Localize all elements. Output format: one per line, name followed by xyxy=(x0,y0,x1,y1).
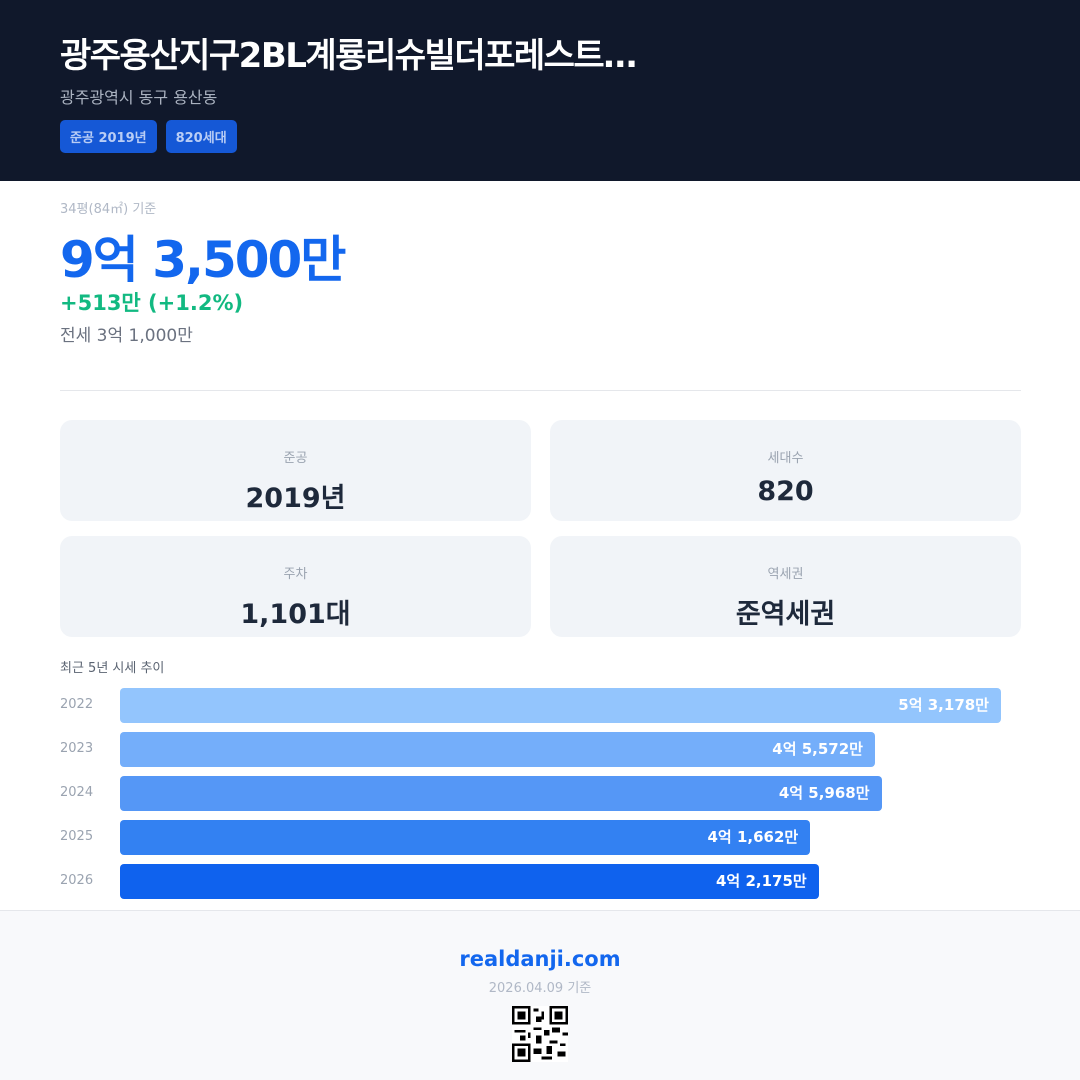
year-label: 2026 xyxy=(60,873,94,888)
card-label: 주차 xyxy=(283,567,308,582)
year-label: 2024 xyxy=(60,785,94,800)
year-label: 2025 xyxy=(60,829,94,844)
price-change: +513만 (+1.2%) xyxy=(60,291,244,315)
card-value: 1,101대 xyxy=(240,599,351,630)
bar: 5억 3,178만 xyxy=(120,688,1001,723)
card-households: 세대수 820 xyxy=(550,420,1021,521)
site-link[interactable]: realdanji.com xyxy=(459,947,621,971)
year-label: 2022 xyxy=(60,697,94,712)
price-basis: 34평(84㎡) 기준 xyxy=(60,202,157,217)
bar: 4억 1,662만 xyxy=(120,820,811,855)
footer: realdanji.com 2026.04.09 기준 xyxy=(0,910,1080,1080)
jeonse-price: 전세 3억 1,000만 xyxy=(60,326,193,346)
badge-households: 820세대 xyxy=(165,120,237,153)
year-label: 2023 xyxy=(60,741,94,756)
card-label: 세대수 xyxy=(767,451,804,466)
card-label: 준공 xyxy=(283,451,308,466)
card-label: 역세권 xyxy=(767,567,804,582)
complex-title: 광주용산지구2BL계룡리슈빌더포레스트… xyxy=(60,36,637,76)
address: 광주광역시 동구 용산동 xyxy=(60,88,218,107)
chart-row: 2024 4억 5,968만 xyxy=(60,776,1021,811)
header: 광주용산지구2BL계룡리슈빌더포레스트… 광주광역시 동구 용산동 준공 201… xyxy=(0,0,1080,181)
chart-title: 최근 5년 시세 추이 xyxy=(60,661,165,676)
bar: 4억 2,175만 xyxy=(120,864,819,899)
card-value: 820 xyxy=(757,476,814,507)
card-built: 준공 2019년 xyxy=(60,420,531,521)
divider xyxy=(60,390,1021,391)
card-parking: 주차 1,101대 xyxy=(60,536,531,637)
chart-row: 2022 5억 3,178만 xyxy=(60,688,1021,723)
bar: 4억 5,572만 xyxy=(120,732,875,767)
badge-built-year: 준공 2019년 xyxy=(60,120,157,153)
chart-row: 2023 4억 5,572만 xyxy=(60,732,1021,767)
bar: 4억 5,968만 xyxy=(120,776,882,811)
card-value: 준역세권 xyxy=(735,599,836,630)
chart-row: 2025 4억 1,662만 xyxy=(60,820,1021,855)
card-value: 2019년 xyxy=(245,483,346,514)
reference-date: 2026.04.09 기준 xyxy=(488,981,592,996)
price-value: 9억 3,500만 xyxy=(60,231,346,289)
chart-row: 2026 4억 2,175만 xyxy=(60,864,1021,899)
qr-code-icon xyxy=(512,1006,568,1062)
